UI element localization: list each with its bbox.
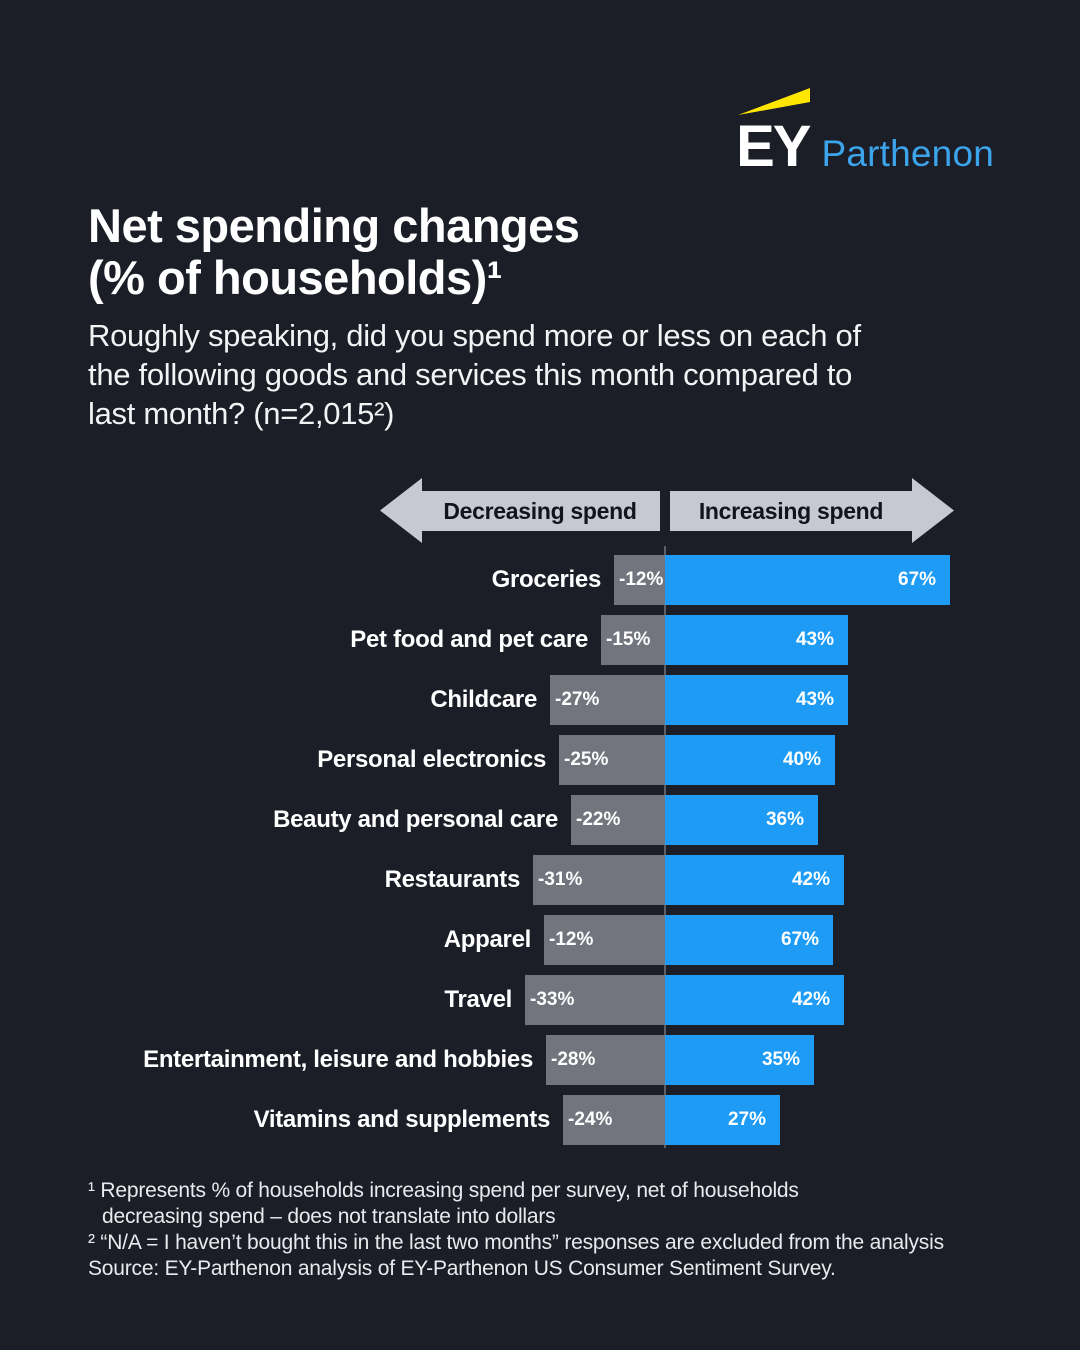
decreasing-bar (546, 1035, 665, 1085)
increasing-bar (665, 555, 950, 605)
decreasing-value: -33% (530, 989, 575, 1010)
decreasing-value: -25% (564, 749, 609, 770)
decreasing-bar (550, 675, 665, 725)
chart-row: Groceries -12% 67% (0, 555, 1080, 605)
increasing-bar (665, 615, 848, 665)
decreasing-value: -28% (551, 1049, 596, 1070)
decreasing-value: -27% (555, 689, 600, 710)
category-label: Pet food and pet care (350, 626, 588, 653)
category-label: Apparel (443, 926, 532, 953)
category-label: Restaurants (384, 866, 521, 893)
survey-question: Roughly speaking, did you spend more or … (88, 316, 861, 433)
category-label: Vitamins and supplements (253, 1106, 551, 1133)
chart-row: Entertainment, leisure and hobbies -28% 35… (0, 1035, 1080, 1085)
decreasing-value: -12% (549, 929, 594, 950)
increasing-bar (665, 855, 844, 905)
increasing-value: 42% (791, 989, 830, 1010)
increasing-bar (665, 1035, 814, 1085)
page-title: Net spending changes (% of households)¹ (88, 199, 580, 304)
increasing-bar (665, 975, 844, 1025)
increasing-bar (665, 915, 833, 965)
increasing-bar (665, 1095, 780, 1145)
source-line: Source: EY-Parthenon analysis of EY-Part… (88, 1257, 836, 1280)
chart-row: Travel -33% 42% (0, 975, 1080, 1025)
category-label: Travel (444, 986, 512, 1013)
decreasing-value: -12% (619, 569, 664, 590)
category-label: Personal electronics (317, 746, 546, 773)
decreasing-bar (525, 975, 665, 1025)
decreasing-bar (533, 855, 665, 905)
category-label: Entertainment, leisure and hobbies (143, 1046, 533, 1073)
zero-axis-line (664, 546, 666, 1148)
chart-row: Apparel -12% 67% (0, 915, 1080, 965)
ey-parthenon-logo: EY Parthenon (736, 88, 994, 179)
survey-question-line1: Roughly speaking, did you spend more or … (88, 318, 861, 353)
chart-row: Restaurants -31% 42% (0, 855, 1080, 905)
footnote-2: ² “N/A = I haven’t bought this in the la… (88, 1231, 944, 1254)
chart-row: Personal electronics -25% 40% (0, 735, 1080, 785)
chart-row: Vitamins and supplements -24% 27% (0, 1095, 1080, 1145)
increasing-spend-header: Increasing spend (670, 491, 912, 531)
decreasing-bar (601, 615, 665, 665)
category-label: Groceries (491, 566, 602, 593)
increasing-bar (665, 795, 818, 845)
increasing-value: 67% (780, 929, 819, 950)
category-label: Childcare (430, 686, 537, 713)
increasing-bar (665, 735, 835, 785)
decreasing-value: -22% (576, 809, 621, 830)
decreasing-value: -24% (568, 1109, 613, 1130)
page-title-line1: Net spending changes (88, 199, 580, 252)
increasing-value: 35% (761, 1049, 800, 1070)
chart-row: Childcare -27% 43% (0, 675, 1080, 725)
survey-question-line2: the following goods and services this mo… (88, 357, 853, 392)
decreasing-value: -31% (538, 869, 583, 890)
decreasing-bar (544, 915, 665, 965)
increasing-value: 43% (795, 689, 834, 710)
survey-question-line3: last month? (n=2,015²) (88, 396, 395, 431)
chart-row: Beauty and personal care -22% 36% (0, 795, 1080, 845)
decreasing-spend-header: Decreasing spend (420, 491, 660, 531)
direction-banner: Decreasing spend Increasing spend (0, 478, 1080, 543)
parthenon-logo-text: Parthenon (821, 133, 994, 174)
decreasing-bar (559, 735, 665, 785)
decreasing-bar (614, 555, 665, 605)
increasing-value: 40% (782, 749, 821, 770)
category-label: Beauty and personal care (273, 806, 558, 833)
increasing-bar (665, 675, 848, 725)
increasing-value: 43% (795, 629, 834, 650)
increasing-value: 67% (897, 569, 936, 590)
footnote-1-cont: decreasing spend – does not translate in… (102, 1205, 556, 1228)
footnotes: ¹ Represents % of households increasing … (88, 1178, 944, 1282)
increasing-value: 27% (727, 1109, 766, 1130)
decreasing-bar (571, 795, 665, 845)
increasing-value: 36% (765, 809, 804, 830)
chart-row: Pet food and pet care -15% 43% (0, 615, 1080, 665)
footnote-1: ¹ Represents % of households increasing … (88, 1179, 799, 1202)
decreasing-value: -15% (606, 629, 651, 650)
page-title-line2: (% of households)¹ (88, 251, 502, 304)
increasing-value: 42% (791, 869, 830, 890)
decreasing-bar (563, 1095, 665, 1145)
ey-logo-text: EY (736, 114, 811, 179)
